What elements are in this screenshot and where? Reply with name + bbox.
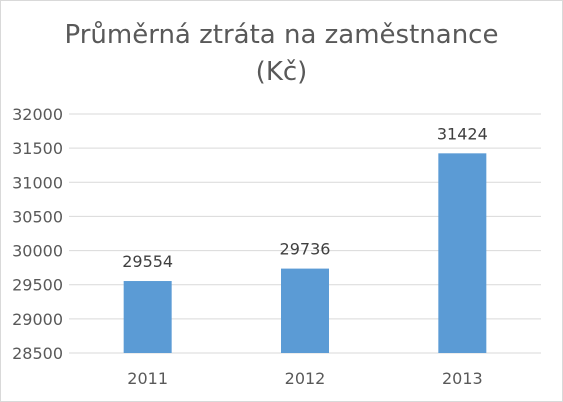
chart-title-line-1: Průměrná ztráta na zaměstnance <box>64 20 499 50</box>
data-label-2013: 31424 <box>437 124 488 143</box>
data-label-2011: 29554 <box>122 252 173 271</box>
chart-title: Průměrná ztráta na zaměstnance (Kč) <box>1 17 562 91</box>
bar-2011 <box>123 281 172 353</box>
y-tick-label: 30500 <box>12 207 63 226</box>
data-label-2012: 29736 <box>280 240 331 259</box>
y-tick-label: 31000 <box>12 173 63 192</box>
data-labels: 29554 29736 31424 <box>122 124 488 271</box>
y-tick-label: 30000 <box>12 242 63 261</box>
y-tick-label: 32000 <box>12 105 63 124</box>
y-tick-label: 31500 <box>12 139 63 158</box>
x-tick-label: 2012 <box>285 369 326 388</box>
chart-title-line-2: (Kč) <box>255 57 308 87</box>
x-tick-label: 2013 <box>442 369 483 388</box>
x-tick-label: 2011 <box>127 369 168 388</box>
axes: 28500 29000 29500 30000 30500 31000 31500 32000… <box>12 105 483 388</box>
bar-2013 <box>438 153 487 353</box>
y-tick-label: 29000 <box>12 310 63 329</box>
y-tick-label: 29500 <box>12 276 63 295</box>
bars <box>123 153 487 353</box>
y-tick-label: 28500 <box>12 344 63 363</box>
bar-2012 <box>281 268 329 353</box>
